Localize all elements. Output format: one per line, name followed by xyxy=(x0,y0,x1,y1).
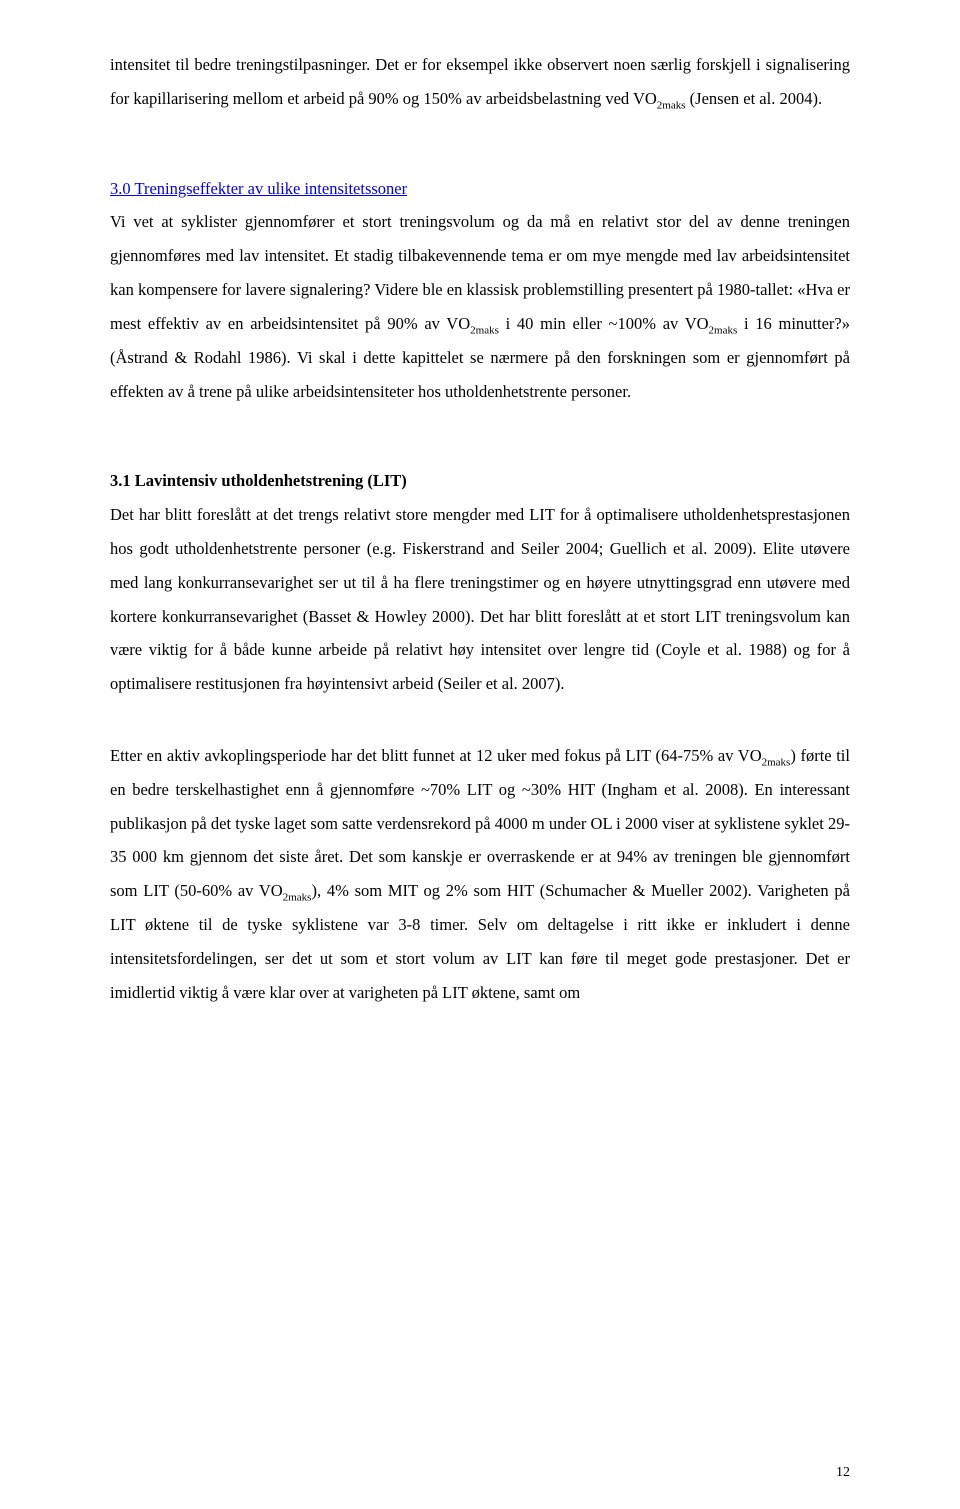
document-page: intensitet til bedre treningstilpasninge… xyxy=(0,0,960,1509)
section-heading-link[interactable]: 3.0 Treningseffekter av ulike intensitet… xyxy=(110,179,407,198)
paragraph-lit-2: Etter en aktiv avkoplingsperiode har det… xyxy=(110,739,850,1010)
text-run: ) førte til en bedre terskelhastighet en… xyxy=(110,746,850,900)
section-heading: 3.1 Lavintensiv utholdenhetstrening (LIT… xyxy=(110,471,407,490)
text-run: Etter en aktiv avkoplingsperiode har det… xyxy=(110,746,762,765)
text-run: Det har blitt foreslått at det trengs re… xyxy=(110,505,850,693)
subscript: 2maks xyxy=(709,324,738,336)
subscript: 2maks xyxy=(283,892,312,904)
page-number: 12 xyxy=(836,1465,850,1481)
spacer xyxy=(110,438,850,464)
subscript: 2maks xyxy=(470,324,499,336)
section-3-1: 3.1 Lavintensiv utholdenhetstrening (LIT… xyxy=(110,464,850,701)
section-3-0: 3.0 Treningseffekter av ulike intensitet… xyxy=(110,172,850,409)
spacer xyxy=(110,146,850,172)
spacer xyxy=(110,731,850,739)
paragraph-intro: intensitet til bedre treningstilpasninge… xyxy=(110,48,850,116)
text-run: i 40 min eller ~100% av VO xyxy=(499,314,709,333)
text-run: (Jensen et al. 2004). xyxy=(686,89,823,108)
subscript: 2maks xyxy=(762,756,791,768)
subscript: 2maks xyxy=(657,99,686,111)
